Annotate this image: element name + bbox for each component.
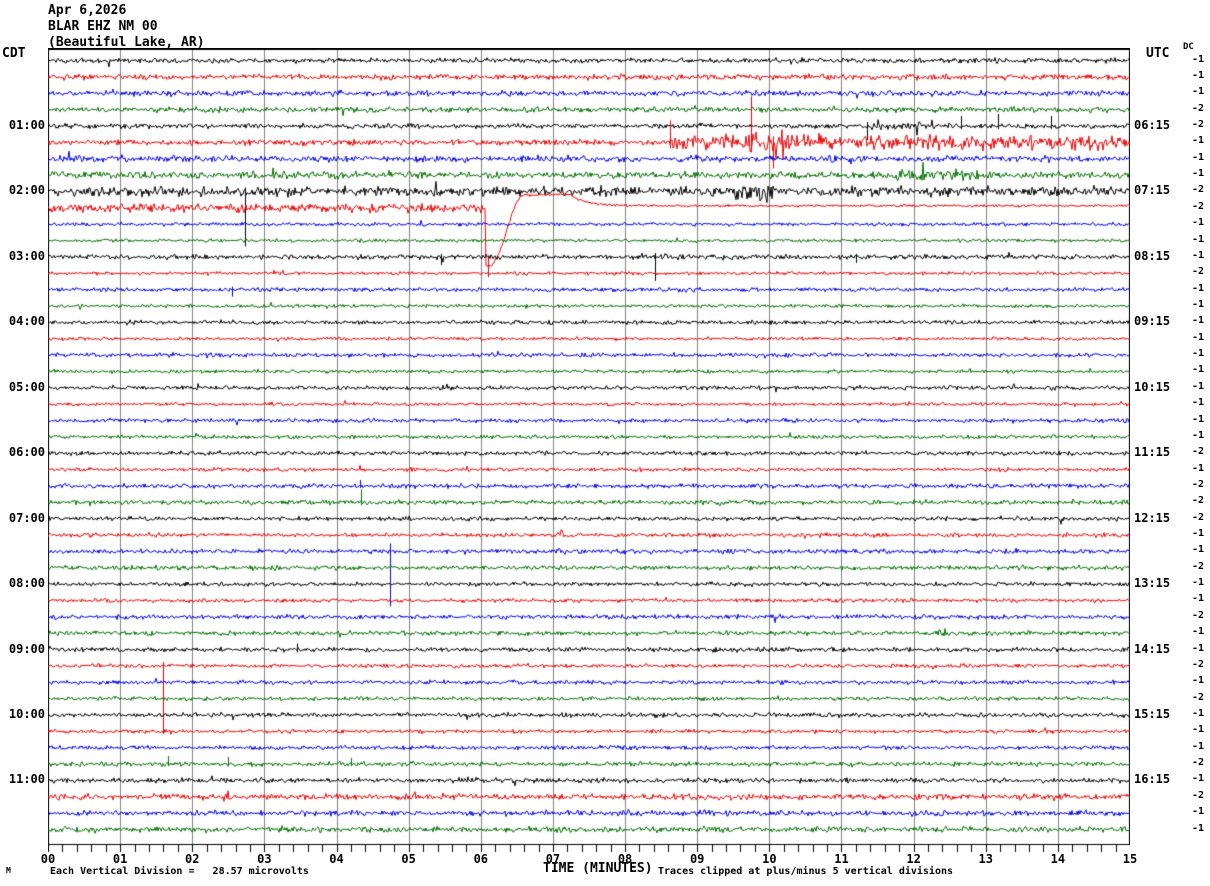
dc-offset-value: -1: [1192, 168, 1205, 180]
dc-offset-value: -2: [1192, 757, 1205, 769]
title-block: Apr 6,2026 BLAR EHZ NM 00 (Beautiful Lak…: [48, 3, 205, 51]
dc-offset-value: -1: [1192, 429, 1205, 441]
left-hour-label: 06:00: [8, 445, 45, 460]
left-hour-label: 10:00: [8, 707, 45, 721]
right-utc-label: 14:15: [1134, 641, 1171, 656]
title-location: (Beautiful Lake, AR): [48, 35, 205, 50]
x-tick-label: 06: [473, 852, 489, 866]
right-utc-label: 11:15: [1134, 445, 1171, 460]
corner-glyph: M: [6, 866, 11, 875]
dc-offset-value: -1: [1192, 86, 1205, 98]
dc-offset-value: -2: [1192, 200, 1205, 212]
dc-offset-value: -1: [1192, 413, 1205, 425]
clipping-note: Traces clipped at plus/minus 5 vertical …: [658, 866, 954, 877]
dc-offset-value: -2: [1192, 495, 1205, 507]
right-utc-label: 13:15: [1134, 576, 1171, 591]
x-tick-label: 13: [978, 852, 993, 866]
right-utc-label: 15:15: [1134, 707, 1171, 721]
dc-offset-value: -2: [1192, 789, 1205, 801]
x-tick-label: 10: [762, 852, 777, 866]
dc-offset-value: -1: [1192, 217, 1205, 229]
left-hour-label: 11:00: [8, 772, 45, 787]
dc-offset-value: -2: [1192, 446, 1205, 458]
helicorder-canvas: [48, 48, 1130, 854]
dc-offset-value: -1: [1192, 53, 1205, 65]
right-utc-label: 10:15: [1134, 379, 1171, 394]
dc-offset-value: -2: [1192, 560, 1205, 572]
left-hour-label: 03:00: [8, 248, 45, 263]
x-tick-label: 07: [545, 852, 561, 866]
x-tick-label: 11: [834, 852, 849, 866]
dc-offset-value: -1: [1192, 348, 1205, 360]
title-date: Apr 6,2026: [48, 3, 127, 18]
dc-offset-value: -2: [1192, 691, 1205, 703]
dc-offset-value: -1: [1192, 364, 1205, 376]
dc-offset-value: -1: [1192, 69, 1205, 81]
x-tick-label: 12: [906, 852, 921, 866]
x-tick-label: 05: [401, 852, 416, 866]
left-timezone-header: CDT: [2, 46, 26, 61]
x-tick-label: 14: [1050, 852, 1066, 866]
dc-offset-value: -2: [1192, 511, 1205, 523]
left-hour-label: 07:00: [8, 510, 45, 525]
dc-offset-value: -1: [1192, 282, 1205, 294]
x-tick-label: 04: [329, 852, 344, 866]
dc-offset-value: -1: [1192, 544, 1205, 556]
right-utc-label: 09:15: [1134, 314, 1171, 329]
x-tick-label: 01: [112, 852, 128, 866]
left-hour-label: 04:00: [8, 314, 45, 329]
dc-offset-value: -1: [1192, 724, 1205, 736]
x-tick-label: 00: [40, 852, 56, 866]
dc-offset-value: -1: [1192, 331, 1205, 343]
left-hour-label: 08:00: [8, 576, 45, 591]
right-utc-label: 07:15: [1134, 183, 1171, 198]
right-utc-label: 08:15: [1134, 248, 1171, 263]
dc-offset-value: -1: [1192, 806, 1205, 818]
right-utc-label: 12:15: [1134, 510, 1171, 525]
dc-offset-value: -1: [1192, 822, 1205, 834]
dc-offset-value: -2: [1192, 266, 1205, 278]
dc-offset-value: -1: [1192, 135, 1205, 147]
x-axis-title: TIME (MINUTES): [543, 861, 653, 876]
dc-offset-value: -2: [1192, 119, 1205, 131]
x-tick-label: 09: [689, 852, 705, 866]
dc-offset-value: -1: [1192, 577, 1205, 589]
dc-offset-value: -1: [1192, 249, 1205, 261]
x-tick-label: 15: [1122, 852, 1138, 866]
dc-offset-value: -1: [1192, 626, 1205, 638]
dc-offset-value: -1: [1192, 642, 1205, 654]
x-tick-label: 08: [617, 852, 633, 866]
dc-offset-value: -2: [1192, 658, 1205, 670]
left-hour-label: 02:00: [8, 183, 45, 198]
right-utc-label: 16:15: [1134, 772, 1171, 787]
dc-offset-value: -1: [1192, 528, 1205, 540]
dc-offset-value: -1: [1192, 397, 1205, 409]
dc-offset-value: -1: [1192, 233, 1205, 245]
dc-offset-value: -1: [1192, 740, 1205, 752]
left-hour-label: 01:00: [8, 118, 45, 133]
dc-offset-value: -1: [1192, 380, 1205, 392]
left-hour-label: 05:00: [8, 379, 45, 394]
dc-offset-value: -1: [1192, 315, 1205, 327]
dc-offset-value: -1: [1192, 462, 1205, 474]
dc-offset-value: -1: [1192, 708, 1205, 719]
dc-offset-value: -1: [1192, 773, 1205, 785]
x-tick-label: 02: [185, 852, 200, 866]
dc-offset-header: DC: [1183, 42, 1194, 52]
dc-offset-value: -2: [1192, 478, 1205, 490]
right-timezone-header: UTC: [1146, 46, 1170, 61]
right-utc-label: 06:15: [1134, 118, 1171, 133]
x-tick-label: 03: [257, 852, 272, 866]
dc-offset-value: -1: [1192, 593, 1205, 605]
dc-offset-value: -1: [1192, 299, 1205, 310]
dc-offset-value: -2: [1192, 609, 1205, 621]
dc-offset-value: -2: [1192, 184, 1205, 196]
dc-offset-value: -1: [1192, 151, 1205, 163]
title-station: BLAR EHZ NM 00: [48, 19, 158, 34]
dc-offset-value: -1: [1192, 675, 1205, 687]
vertical-division-note: Each Vertical Division = 28.57 microvolt…: [50, 866, 309, 877]
dc-offset-value: -2: [1192, 102, 1205, 114]
left-hour-label: 09:00: [8, 641, 45, 656]
